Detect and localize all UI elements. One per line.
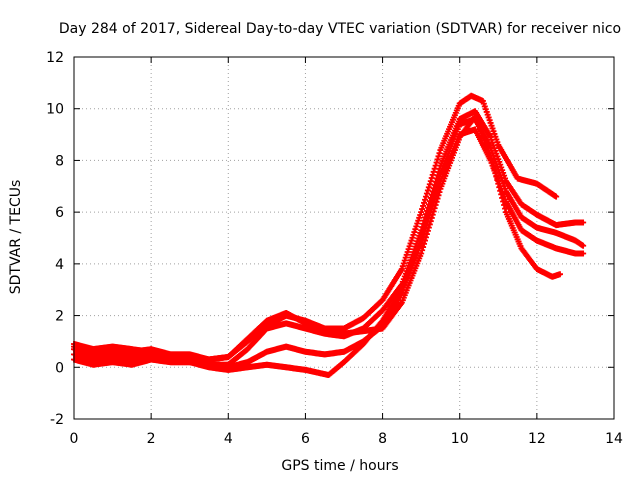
- y-tick-label: 10: [46, 102, 64, 118]
- data-point: [424, 191, 430, 197]
- y-tick-label: 12: [46, 50, 64, 66]
- series-track-3: [71, 116, 586, 378]
- chart-svg: Day 284 of 2017, Sidereal Day-to-day VTE…: [0, 0, 640, 480]
- x-tick-label: 0: [70, 431, 79, 447]
- x-tick-label: 14: [605, 431, 623, 447]
- data-point: [426, 184, 432, 190]
- data-point: [436, 150, 442, 156]
- y-tick-label: 4: [55, 257, 64, 273]
- chart-container: Day 284 of 2017, Sidereal Day-to-day VTE…: [0, 0, 640, 480]
- x-tick-label: 12: [528, 431, 546, 447]
- y-tick-label: -2: [50, 412, 64, 428]
- data-point: [425, 187, 431, 193]
- y-axis-label: SDTVAR / TECUs: [8, 180, 24, 295]
- data-points: [71, 93, 586, 378]
- series-track-5: [71, 113, 563, 362]
- x-axis-label: GPS time / hours: [281, 458, 398, 474]
- y-tick-label: 6: [55, 205, 64, 221]
- y-tick-label: 2: [55, 309, 64, 325]
- chart-title: Day 284 of 2017, Sidereal Day-to-day VTE…: [59, 21, 621, 37]
- x-tick-label: 10: [451, 431, 469, 447]
- x-tick-label: 4: [224, 431, 233, 447]
- y-tick-label: 0: [55, 360, 64, 376]
- x-tick-label: 6: [301, 431, 310, 447]
- x-tick-label: 2: [147, 431, 156, 447]
- x-tick-label: 8: [378, 431, 387, 447]
- y-tick-label: 8: [55, 153, 64, 169]
